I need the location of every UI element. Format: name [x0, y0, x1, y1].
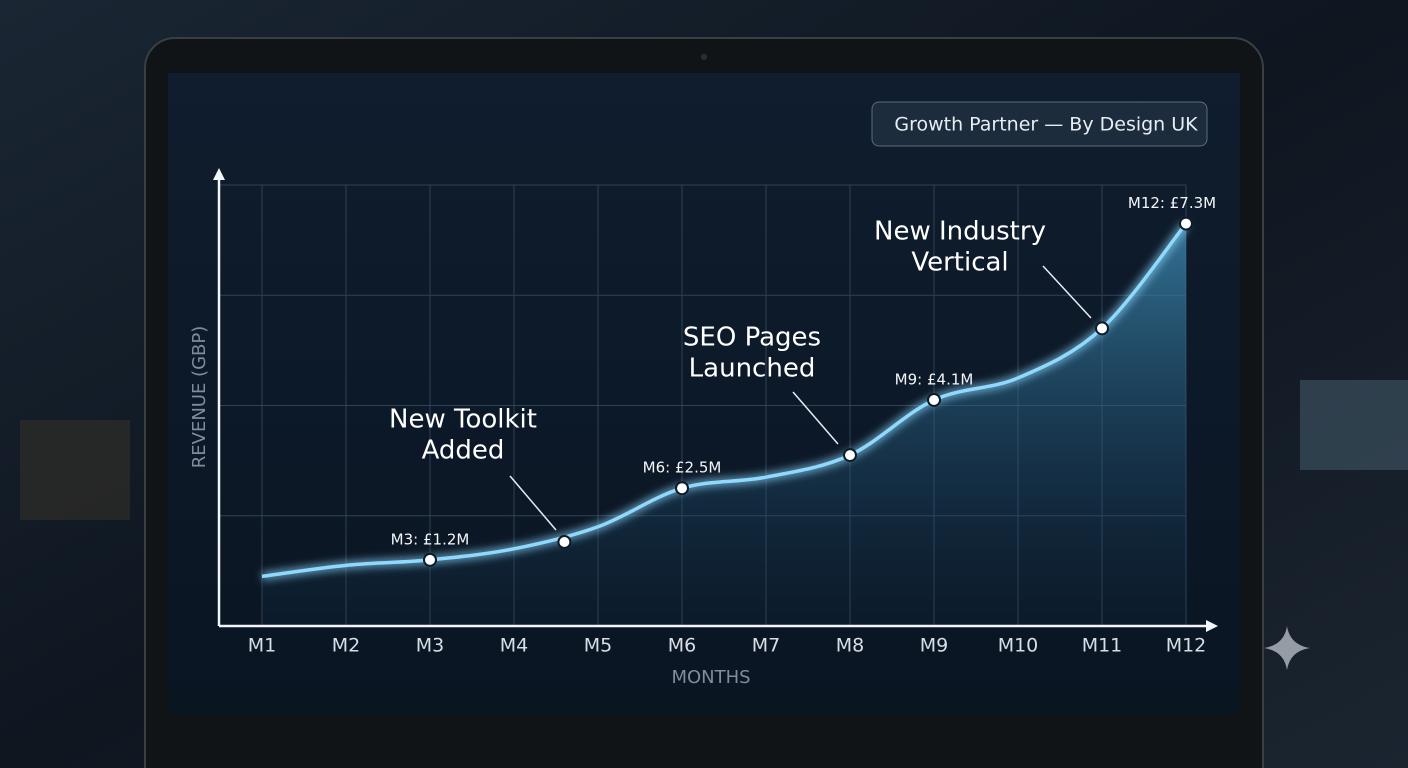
- point: [1095, 321, 1109, 336]
- annotation-leader: [792, 391, 839, 445]
- x-tick-label: M10: [998, 635, 1039, 657]
- x-tick-label: M6: [668, 635, 696, 657]
- y-axis-title: REVENUE (GBP): [189, 326, 210, 469]
- value-label: M9: £4.1M: [895, 370, 974, 388]
- area: [262, 223, 1186, 626]
- annotation-text: Vertical: [911, 248, 1008, 278]
- x-tick-label: M8: [836, 635, 864, 657]
- x-tick-label: M4: [500, 635, 528, 657]
- y-axis-arrow: [213, 168, 225, 180]
- x-tick-label: M2: [332, 635, 360, 657]
- point: [927, 392, 941, 407]
- value-label: M3: £1.2M: [391, 530, 470, 548]
- annotation-text: Launched: [689, 354, 816, 384]
- x-tick-label: M3: [416, 635, 444, 657]
- annotation-text: Added: [422, 436, 505, 466]
- sparkle-icon: [1264, 626, 1310, 670]
- value-label: M6: £2.5M: [643, 459, 722, 477]
- point: [675, 481, 689, 496]
- annotation-text: SEO Pages: [683, 323, 821, 353]
- value-label: M12: £7.3M: [1128, 194, 1216, 212]
- annotation-leader: [1042, 265, 1092, 319]
- annotation-text: New Toolkit: [389, 405, 537, 435]
- x-tick-label: M12: [1166, 635, 1207, 657]
- annotation-dot: [557, 535, 572, 549]
- annotation-text: New Industry: [874, 217, 1046, 247]
- background-shelf: [20, 420, 130, 520]
- badge-text: Growth Partner — By Design UK: [894, 114, 1198, 136]
- annotation-leader: [509, 475, 557, 531]
- badge: [871, 101, 1208, 147]
- x-tick-label: M5: [584, 635, 612, 657]
- plot: M1 M2 M3 M4 M5 M6 M7 M8 M9 M10 M11 M12 M3: £1.2M M6: …: [218, 184, 1216, 657]
- x-tick-label: M11: [1082, 635, 1123, 657]
- background-monitor: [1300, 380, 1408, 470]
- x-tick-label: M9: [920, 635, 948, 657]
- point: [1179, 216, 1193, 231]
- x-axis-title: MONTHS: [671, 667, 750, 688]
- point: [423, 552, 437, 567]
- x-tick-label: M1: [248, 635, 276, 657]
- x-axis-arrow: [1206, 620, 1218, 632]
- x-tick-label: M7: [752, 635, 780, 657]
- camera: [701, 54, 707, 60]
- point: [843, 448, 857, 463]
